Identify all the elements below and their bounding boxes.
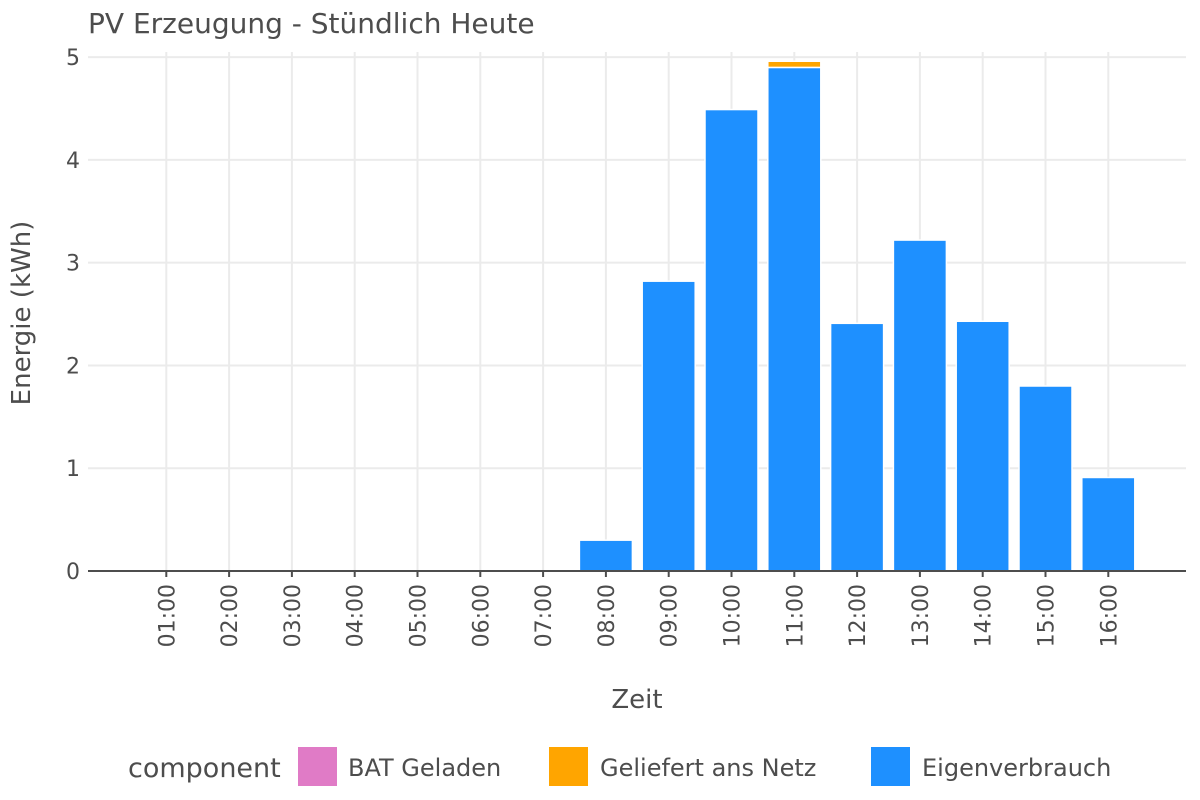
y-axis-ticks: 0 1 2 3 4 5 bbox=[66, 46, 80, 585]
legend-label-eigenverbrauch: Eigenverbrauch bbox=[922, 754, 1111, 782]
x-axis-ticks: 01:00 02:00 03:00 04:00 05:00 06:00 07:00 08:00… bbox=[155, 571, 1122, 647]
x-tick-label: 02:00 bbox=[218, 584, 243, 647]
legend-swatch-geliefert-ans-netz bbox=[549, 747, 588, 786]
y-tick-label: 2 bbox=[66, 354, 80, 379]
x-tick-label: 08:00 bbox=[595, 584, 620, 647]
bar-eigenverbrauch-0800 bbox=[578, 539, 634, 572]
bar-eigenverbrauch-1100 bbox=[767, 66, 822, 572]
x-tick-label: 07:00 bbox=[532, 584, 557, 647]
y-tick-label: 1 bbox=[66, 457, 80, 482]
bar-eigenverbrauch-1500 bbox=[1018, 385, 1073, 572]
bar-geliefert-ans-netz-1100 bbox=[767, 60, 822, 69]
bar-eigenverbrauch-1400 bbox=[955, 320, 1010, 572]
legend-label-bat-geladen: BAT Geladen bbox=[348, 754, 501, 782]
x-tick-label: 04:00 bbox=[344, 584, 369, 647]
bar-eigenverbrauch-1200 bbox=[829, 322, 885, 572]
x-tick-label: 10:00 bbox=[721, 584, 746, 647]
x-tick-label: 15:00 bbox=[1035, 584, 1060, 647]
legend-swatch-bat-geladen bbox=[298, 747, 337, 786]
x-tick-label: 01:00 bbox=[155, 584, 180, 647]
bar-eigenverbrauch-1600 bbox=[1081, 476, 1136, 572]
legend-label-geliefert-ans-netz: Geliefert ans Netz bbox=[600, 754, 816, 782]
bars bbox=[578, 60, 1136, 572]
chart-title: PV Erzeugung - Stündlich Heute bbox=[88, 7, 535, 40]
bar-eigenverbrauch-1000 bbox=[704, 108, 759, 572]
y-axis-title: Energie (kWh) bbox=[7, 221, 37, 406]
x-tick-label: 14:00 bbox=[972, 584, 997, 647]
bar-eigenverbrauch-1300 bbox=[892, 239, 948, 572]
y-tick-label: 4 bbox=[66, 149, 80, 174]
y-tick-label: 3 bbox=[66, 252, 80, 277]
y-tick-label: 0 bbox=[66, 560, 80, 585]
legend-swatch-eigenverbrauch bbox=[871, 747, 910, 786]
x-tick-label: 12:00 bbox=[846, 584, 871, 647]
x-axis-title: Zeit bbox=[611, 685, 662, 715]
x-tick-label: 11:00 bbox=[783, 584, 808, 647]
x-tick-label: 09:00 bbox=[658, 584, 683, 647]
x-tick-label: 06:00 bbox=[469, 584, 494, 647]
x-tick-label: 13:00 bbox=[909, 584, 934, 647]
bar-eigenverbrauch-0900 bbox=[641, 280, 696, 572]
legend: component BAT Geladen Geliefert ans Netz E… bbox=[128, 747, 1111, 786]
x-tick-label: 05:00 bbox=[407, 584, 432, 647]
y-tick-label: 5 bbox=[66, 46, 80, 71]
x-tick-label: 03:00 bbox=[281, 584, 306, 647]
x-tick-label: 16:00 bbox=[1097, 584, 1122, 647]
legend-title: component bbox=[128, 753, 281, 784]
